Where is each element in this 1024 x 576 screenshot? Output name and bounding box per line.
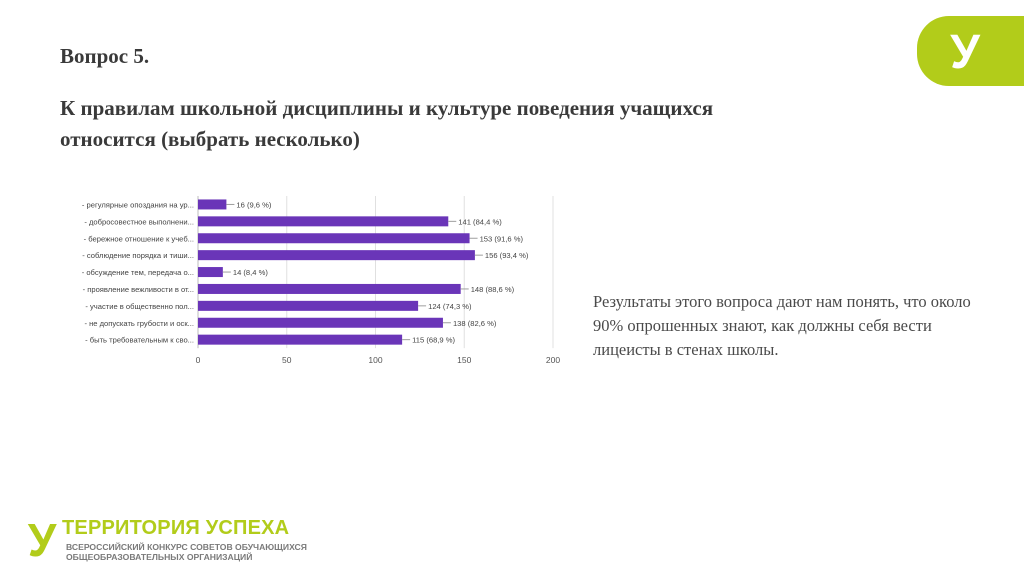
x-tick-label: 200 — [546, 355, 560, 365]
footer-brand: У ТЕРРИТОРИЯ УСПЕХА ВСЕРОССИЙСКИЙ КОНКУР… — [24, 512, 344, 564]
bar — [198, 300, 419, 311]
data-label: 141 (84,4 %) — [458, 217, 502, 226]
bar — [198, 199, 227, 210]
bar — [198, 334, 403, 345]
data-label: 156 (93,4 %) — [485, 251, 529, 260]
data-label: 153 (91,6 %) — [480, 234, 524, 243]
slide-title: Вопрос 5. — [60, 44, 150, 68]
logo-badge-glyph: У — [950, 26, 981, 79]
brand-name: ТЕРРИТОРИЯ УСПЕХА — [62, 517, 290, 539]
brand-logo-glyph: У — [28, 514, 58, 562]
category-label: - не допускать грубости и оск... — [84, 319, 194, 328]
data-label: 124 (74,3 %) — [428, 302, 472, 311]
bar — [198, 250, 475, 261]
category-label: - бережное отношение к учеб... — [84, 234, 194, 243]
category-label: - быть требовательным к сво... — [85, 336, 194, 345]
logo-badge-top: У — [917, 16, 1024, 86]
results-text: Результаты этого вопроса дают нам понять… — [593, 292, 971, 359]
x-tick-label: 0 — [196, 355, 201, 365]
x-tick-label: 100 — [368, 355, 382, 365]
category-label: - участие в общественно пол... — [85, 302, 194, 311]
x-tick-label: 150 — [457, 355, 471, 365]
brand-subtitle: ВСЕРОССИЙСКИЙ КОНКУРС СОВЕТОВ ОБУЧАЮЩИХС… — [66, 542, 307, 562]
bar — [198, 233, 470, 244]
slide-subtitle: К правилам школьной дисциплины и культур… — [60, 96, 714, 151]
category-label: - соблюдение порядка и тиши... — [82, 251, 194, 260]
data-label: 14 (8,4 %) — [233, 268, 269, 277]
brand-logo-icon: У — [28, 514, 58, 562]
bar — [198, 267, 223, 278]
data-label: 138 (82,6 %) — [453, 319, 497, 328]
logo-badge-shape — [917, 16, 1024, 86]
bar — [198, 216, 449, 227]
bar — [198, 283, 461, 294]
data-label: 115 (68,9 %) — [412, 336, 455, 345]
brand-subtitle-line-1: ВСЕРОССИЙСКИЙ КОНКУРС СОВЕТОВ ОБУЧАЮЩИХС… — [66, 542, 307, 552]
x-tick-label: 50 — [282, 355, 292, 365]
category-label: - обсуждение тем, передача о... — [82, 268, 194, 277]
data-label: 16 (9,6 %) — [236, 200, 272, 209]
category-label: - добросовестное выполнени... — [84, 217, 194, 226]
bar — [198, 317, 443, 328]
data-label: 148 (88,6 %) — [471, 285, 515, 294]
brand-subtitle-line-2: ОБЩЕОБРАЗОВАТЕЛЬНЫХ ОРГАНИЗАЦИЙ — [66, 552, 253, 562]
category-label: - регулярные опоздания на ур... — [82, 200, 194, 209]
category-label: - проявление вежливости в от... — [83, 285, 194, 294]
